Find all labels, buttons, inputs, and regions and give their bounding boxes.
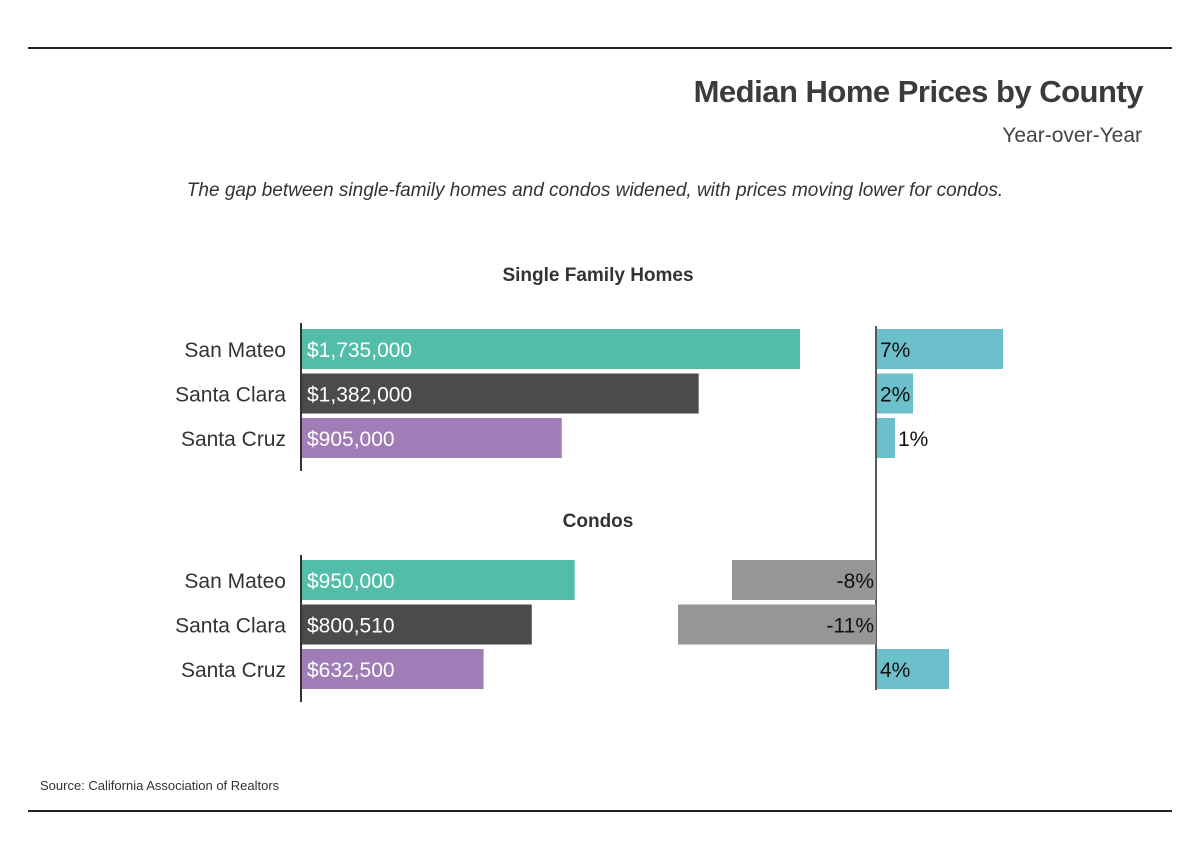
section-title: Condos [563,511,634,532]
category-label: Santa Clara [175,384,286,407]
change-bar [678,604,876,645]
change-bar [877,649,949,689]
price-bar [302,373,699,414]
change-bar [732,560,876,600]
category-label: San Mateo [184,339,286,362]
price-bar [302,560,575,600]
change-bar [877,373,913,414]
price-value-label: $800,510 [307,615,395,638]
chart-note: The gap between single-family homes and … [186,180,1004,201]
chart-subtitle: Year-over-Year [1002,124,1142,147]
price-value-label: $950,000 [307,570,395,593]
price-bar [302,604,532,645]
price-bar [302,649,484,689]
change-value-label: 4% [880,659,910,682]
change-bar [877,329,1003,369]
price-value-label: $905,000 [307,428,395,451]
change-value-label: 7% [880,339,910,362]
category-label: Santa Cruz [181,659,286,682]
change-bar [877,418,895,458]
price-value-label: $632,500 [307,659,395,682]
change-value-label: -8% [837,570,874,593]
change-value-label: 1% [898,428,928,451]
price-value-label: $1,382,000 [307,384,412,407]
price-value-label: $1,735,000 [307,339,412,362]
top-rule [28,47,1172,49]
chart-title: Median Home Prices by County [693,74,1144,109]
price-bar [302,418,562,458]
bottom-rule [28,810,1172,812]
section-title: Single Family Homes [502,265,693,286]
category-label: Santa Cruz [181,428,286,451]
change-value-label: 2% [880,384,910,407]
price-bar [302,329,800,369]
category-label: San Mateo [184,570,286,593]
category-label: Santa Clara [175,615,286,638]
source-note: Source: California Association of Realto… [40,778,280,793]
change-value-label: -11% [827,615,874,638]
